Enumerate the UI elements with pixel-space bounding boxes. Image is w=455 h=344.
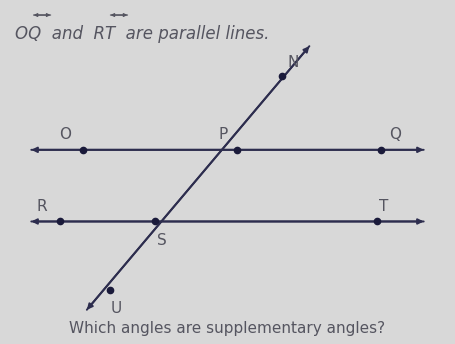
Text: Q: Q — [389, 127, 401, 142]
Text: U: U — [111, 301, 122, 316]
Text: N: N — [288, 55, 299, 70]
Text: T: T — [379, 198, 388, 214]
Text: S: S — [157, 233, 167, 248]
Text: Which angles are supplementary angles?: Which angles are supplementary angles? — [70, 321, 385, 336]
Text: P: P — [218, 127, 228, 142]
Text: R: R — [37, 198, 47, 214]
Text: OQ  and  RT  are parallel lines.: OQ and RT are parallel lines. — [15, 25, 269, 43]
Text: O: O — [59, 127, 71, 142]
